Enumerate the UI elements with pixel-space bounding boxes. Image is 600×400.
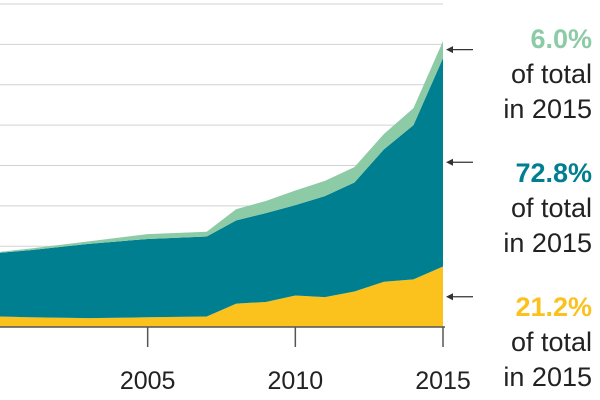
annotation-pointers — [446, 46, 473, 301]
annotation-text-line2: in 2015 — [503, 94, 592, 124]
annotation-percent: 6.0% — [530, 24, 592, 54]
annotation-teal: 72.8% of total in 2015 — [480, 156, 592, 261]
annotation-yellow: 21.2% of total in 2015 — [480, 290, 592, 395]
annotation-arrowhead — [446, 46, 453, 54]
annotation-text-line1: of total — [510, 327, 592, 357]
annotation-text-line2: in 2015 — [503, 362, 592, 392]
annotation-text-line2: in 2015 — [503, 228, 592, 258]
annotation-text-line1: of total — [510, 59, 592, 89]
annotation-light-green: 6.0% of total in 2015 — [480, 22, 592, 127]
x-tick-label: 2005 — [120, 367, 176, 395]
area-series-1 — [0, 58, 443, 319]
area-series — [0, 41, 443, 327]
x-axis: 2005 2010 2015 — [0, 326, 471, 395]
annotation-percent: 72.8% — [515, 158, 592, 188]
annotation-arrowhead — [446, 293, 453, 301]
x-tick-label: 2015 — [415, 367, 471, 395]
annotation-arrowhead — [446, 158, 453, 166]
annotation-percent: 21.2% — [515, 292, 592, 322]
annotation-text-line1: of total — [510, 193, 592, 223]
x-tick-label: 2010 — [268, 367, 324, 395]
area-series-0 — [0, 266, 443, 327]
